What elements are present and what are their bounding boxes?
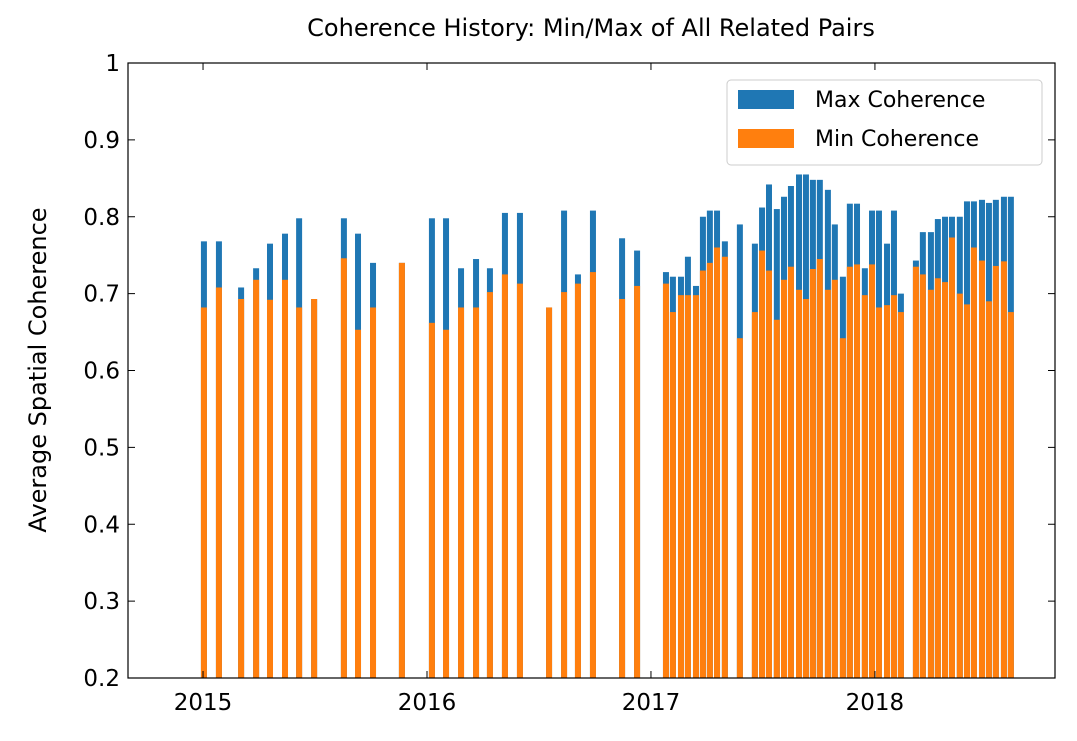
bar	[428, 322, 435, 678]
bar	[1000, 261, 1007, 678]
bar	[942, 282, 949, 678]
bar	[963, 304, 970, 678]
bar	[486, 292, 493, 678]
bar	[956, 293, 963, 678]
bar	[765, 270, 772, 678]
bar	[215, 287, 222, 678]
bar	[869, 264, 876, 678]
bar	[824, 289, 831, 678]
bar	[861, 295, 868, 678]
bar	[311, 299, 318, 678]
y-axis-label: Average Spatial Coherence	[24, 207, 52, 532]
bar	[809, 269, 816, 678]
bar	[927, 289, 934, 678]
x-tick-label: 2018	[846, 690, 905, 716]
bar	[985, 301, 992, 678]
bar	[677, 295, 684, 678]
bar	[692, 295, 699, 678]
bar	[458, 307, 465, 678]
legend-label: Max Coherence	[815, 88, 985, 113]
bar	[773, 319, 780, 678]
bar	[831, 279, 838, 678]
y-tick-label: 0.7	[83, 282, 120, 308]
legend-box	[726, 79, 1043, 166]
bar	[796, 289, 803, 678]
bar	[238, 299, 245, 678]
bar	[890, 295, 897, 678]
bar	[884, 305, 891, 678]
legend-swatch	[738, 90, 794, 109]
y-tick-label: 0.3	[83, 589, 120, 615]
bar	[846, 266, 853, 678]
bar	[398, 262, 405, 678]
bar	[699, 270, 706, 678]
y-tick-label: 0.6	[83, 359, 120, 385]
bar	[662, 283, 669, 678]
legend-swatch	[738, 129, 794, 148]
bar	[340, 258, 347, 678]
x-tick-label: 2017	[622, 690, 681, 716]
y-tick-label: 0.2	[83, 666, 120, 692]
bar	[802, 299, 809, 678]
bar	[561, 292, 568, 678]
bar	[787, 266, 794, 678]
bar	[370, 307, 377, 678]
y-tick-label: 0.8	[83, 205, 120, 231]
y-tick-label: 0.4	[83, 512, 120, 538]
bar	[721, 256, 728, 678]
bar	[934, 278, 941, 678]
bar	[200, 307, 207, 678]
bar	[948, 237, 955, 678]
bar	[634, 285, 641, 678]
y-tick-label: 0.5	[83, 435, 120, 461]
bar	[919, 274, 926, 678]
bar	[589, 272, 596, 678]
bar	[816, 259, 823, 678]
bar	[1007, 312, 1014, 678]
bar	[912, 266, 919, 678]
chart-title: Coherence History: Min/Max of All Relate…	[307, 14, 875, 42]
bar	[669, 312, 676, 678]
legend-label: Min Coherence	[815, 127, 979, 152]
bar	[546, 307, 553, 678]
bar	[780, 279, 787, 678]
bar	[684, 295, 691, 678]
bar	[897, 312, 904, 678]
bar	[714, 247, 721, 678]
bar	[282, 279, 289, 678]
bar	[706, 262, 713, 678]
bar	[296, 307, 303, 678]
bar	[253, 279, 260, 678]
bar	[355, 329, 362, 678]
y-tick-label: 1	[105, 51, 120, 77]
bar	[501, 274, 508, 678]
bar	[266, 299, 273, 678]
x-tick-label: 2015	[174, 690, 233, 716]
y-tick-label: 0.9	[83, 128, 120, 154]
bar	[854, 264, 861, 678]
bar	[992, 265, 999, 678]
bar	[516, 283, 523, 678]
bar	[473, 307, 480, 678]
bar	[875, 307, 882, 678]
x-tick-label: 2016	[398, 690, 457, 716]
bar	[619, 299, 626, 678]
bar	[574, 283, 581, 678]
bar	[970, 247, 977, 678]
bar	[839, 338, 846, 678]
bar	[751, 312, 758, 678]
bar	[736, 338, 743, 678]
bar	[978, 260, 985, 678]
bar	[759, 250, 766, 678]
bar	[443, 329, 450, 678]
